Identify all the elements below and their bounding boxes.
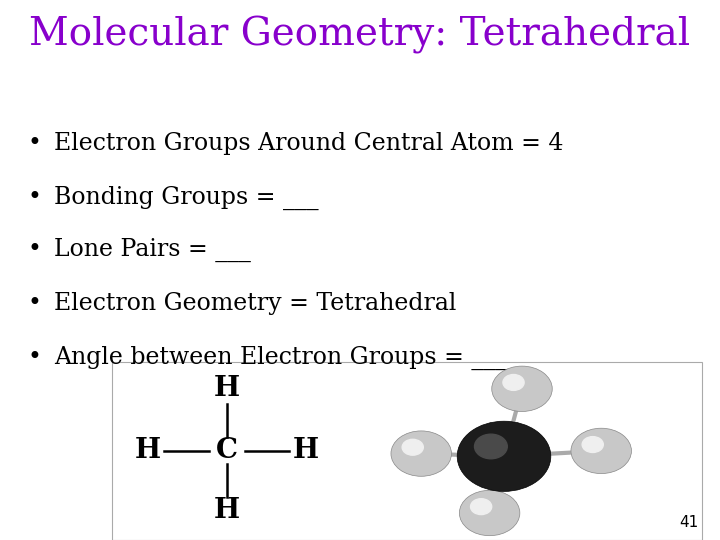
Circle shape <box>503 375 524 390</box>
Circle shape <box>391 431 451 476</box>
Text: H: H <box>135 437 161 464</box>
Circle shape <box>457 421 551 491</box>
Text: Electron Geometry = Tetrahedral: Electron Geometry = Tetrahedral <box>54 292 456 315</box>
Text: Lone Pairs = ___: Lone Pairs = ___ <box>54 238 251 262</box>
Text: •: • <box>27 186 41 210</box>
Text: •: • <box>27 238 41 261</box>
Text: •: • <box>27 292 41 315</box>
Text: •: • <box>27 132 41 156</box>
Text: •: • <box>27 346 41 369</box>
FancyBboxPatch shape <box>112 362 702 540</box>
Text: H: H <box>214 497 240 524</box>
Circle shape <box>571 428 631 474</box>
Text: H: H <box>293 437 319 464</box>
Text: 41: 41 <box>679 515 698 530</box>
Text: H: H <box>214 375 240 402</box>
Circle shape <box>582 437 603 453</box>
Circle shape <box>459 490 520 536</box>
Circle shape <box>474 434 508 459</box>
Text: C: C <box>216 437 238 464</box>
Circle shape <box>402 440 423 455</box>
Circle shape <box>492 366 552 411</box>
Text: Electron Groups Around Central Atom = 4: Electron Groups Around Central Atom = 4 <box>54 132 564 156</box>
Text: Bonding Groups = ___: Bonding Groups = ___ <box>54 186 319 211</box>
Text: Angle between Electron Groups = _____: Angle between Electron Groups = _____ <box>54 346 531 370</box>
Circle shape <box>471 499 492 515</box>
Text: Molecular Geometry: Tetrahedral: Molecular Geometry: Tetrahedral <box>29 16 690 54</box>
